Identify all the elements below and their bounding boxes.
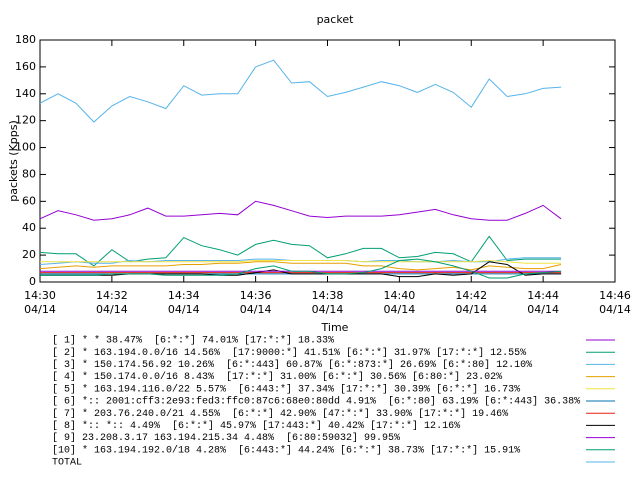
series-line xyxy=(40,259,562,264)
x-tick-date: 04/14 xyxy=(599,303,631,316)
legend-label: [ 2] * 163.194.0.0/16 14.56% [17:9000:*]… xyxy=(52,347,526,359)
y-tick-label: 180 xyxy=(15,33,36,46)
x-tick-label: 14:36 xyxy=(240,289,272,302)
x-tick-label: 14:38 xyxy=(312,289,344,302)
legend-label: [10] * 163.194.192.0/18 4.28% [6:443:*] … xyxy=(52,444,520,456)
x-tick-date: 04/14 xyxy=(168,303,200,316)
y-tick-label: 100 xyxy=(15,141,36,154)
y-tick-label: 60 xyxy=(22,194,36,207)
x-tick-label: 14:30 xyxy=(24,289,56,302)
legend-label: [ 4] * 150.174.0.0/16 8.43% [17:*:*] 31.… xyxy=(52,371,502,383)
y-tick-label: 0 xyxy=(29,275,36,288)
legend-label: [ 9] 23.208.3.17 163.194.215.34 4.48% [6… xyxy=(52,432,400,444)
x-tick-date: 04/14 xyxy=(240,303,272,316)
x-tick-date: 04/14 xyxy=(312,303,344,316)
x-tick-date: 04/14 xyxy=(455,303,487,316)
y-tick-label: 20 xyxy=(22,248,36,261)
series-line xyxy=(40,258,562,279)
x-tick-label: 14:34 xyxy=(168,289,200,302)
x-tick-label: 14:44 xyxy=(527,289,559,302)
legend-label: [ 8] *:: *:: 4.49% [6:*:*] 45.97% [17:44… xyxy=(52,420,460,432)
x-tick-date: 04/14 xyxy=(24,303,56,316)
y-tick-label: 160 xyxy=(15,60,36,73)
y-tick-label: 140 xyxy=(15,87,36,100)
legend-label: TOTAL xyxy=(52,458,82,469)
x-tick-label: 14:42 xyxy=(455,289,487,302)
series-line xyxy=(39,261,562,271)
x-tick-label: 14:46 xyxy=(599,289,631,302)
legend-label: [ 3] * 150.174.56.92 10.26% [6:*:443] 60… xyxy=(52,359,532,371)
x-tick-date: 04/14 xyxy=(527,303,559,316)
x-tick-label: 14:40 xyxy=(384,289,416,302)
x-tick-date: 04/14 xyxy=(384,303,416,316)
y-tick-label: 40 xyxy=(22,221,36,234)
legend-label: [ 1] * * 38.47% [6:*:*] 74.01% [17:*:*] … xyxy=(52,335,334,347)
legend-label: [ 6] *:: 2001:cff3:2e93:fed3:ffc0:87c6:6… xyxy=(52,396,580,408)
series-line xyxy=(39,59,562,123)
legend-label: [ 7] * 203.76.240.0/21 4.55% [6:*:*] 42.… xyxy=(52,408,508,420)
x-tick-date: 04/14 xyxy=(96,303,128,316)
y-tick-label: 80 xyxy=(22,167,36,180)
y-tick-label: 120 xyxy=(15,114,36,127)
x-axis-label: Time xyxy=(321,321,349,334)
series-line xyxy=(39,235,562,267)
y-axis-label: packets (Kpps) xyxy=(7,120,20,202)
chart-title: packet xyxy=(317,13,355,26)
series-line xyxy=(39,200,562,221)
x-tick-label: 14:32 xyxy=(96,289,128,302)
legend-label: [ 5] * 163.194.116.0/22 5.57% [6:443:*] … xyxy=(52,383,520,395)
